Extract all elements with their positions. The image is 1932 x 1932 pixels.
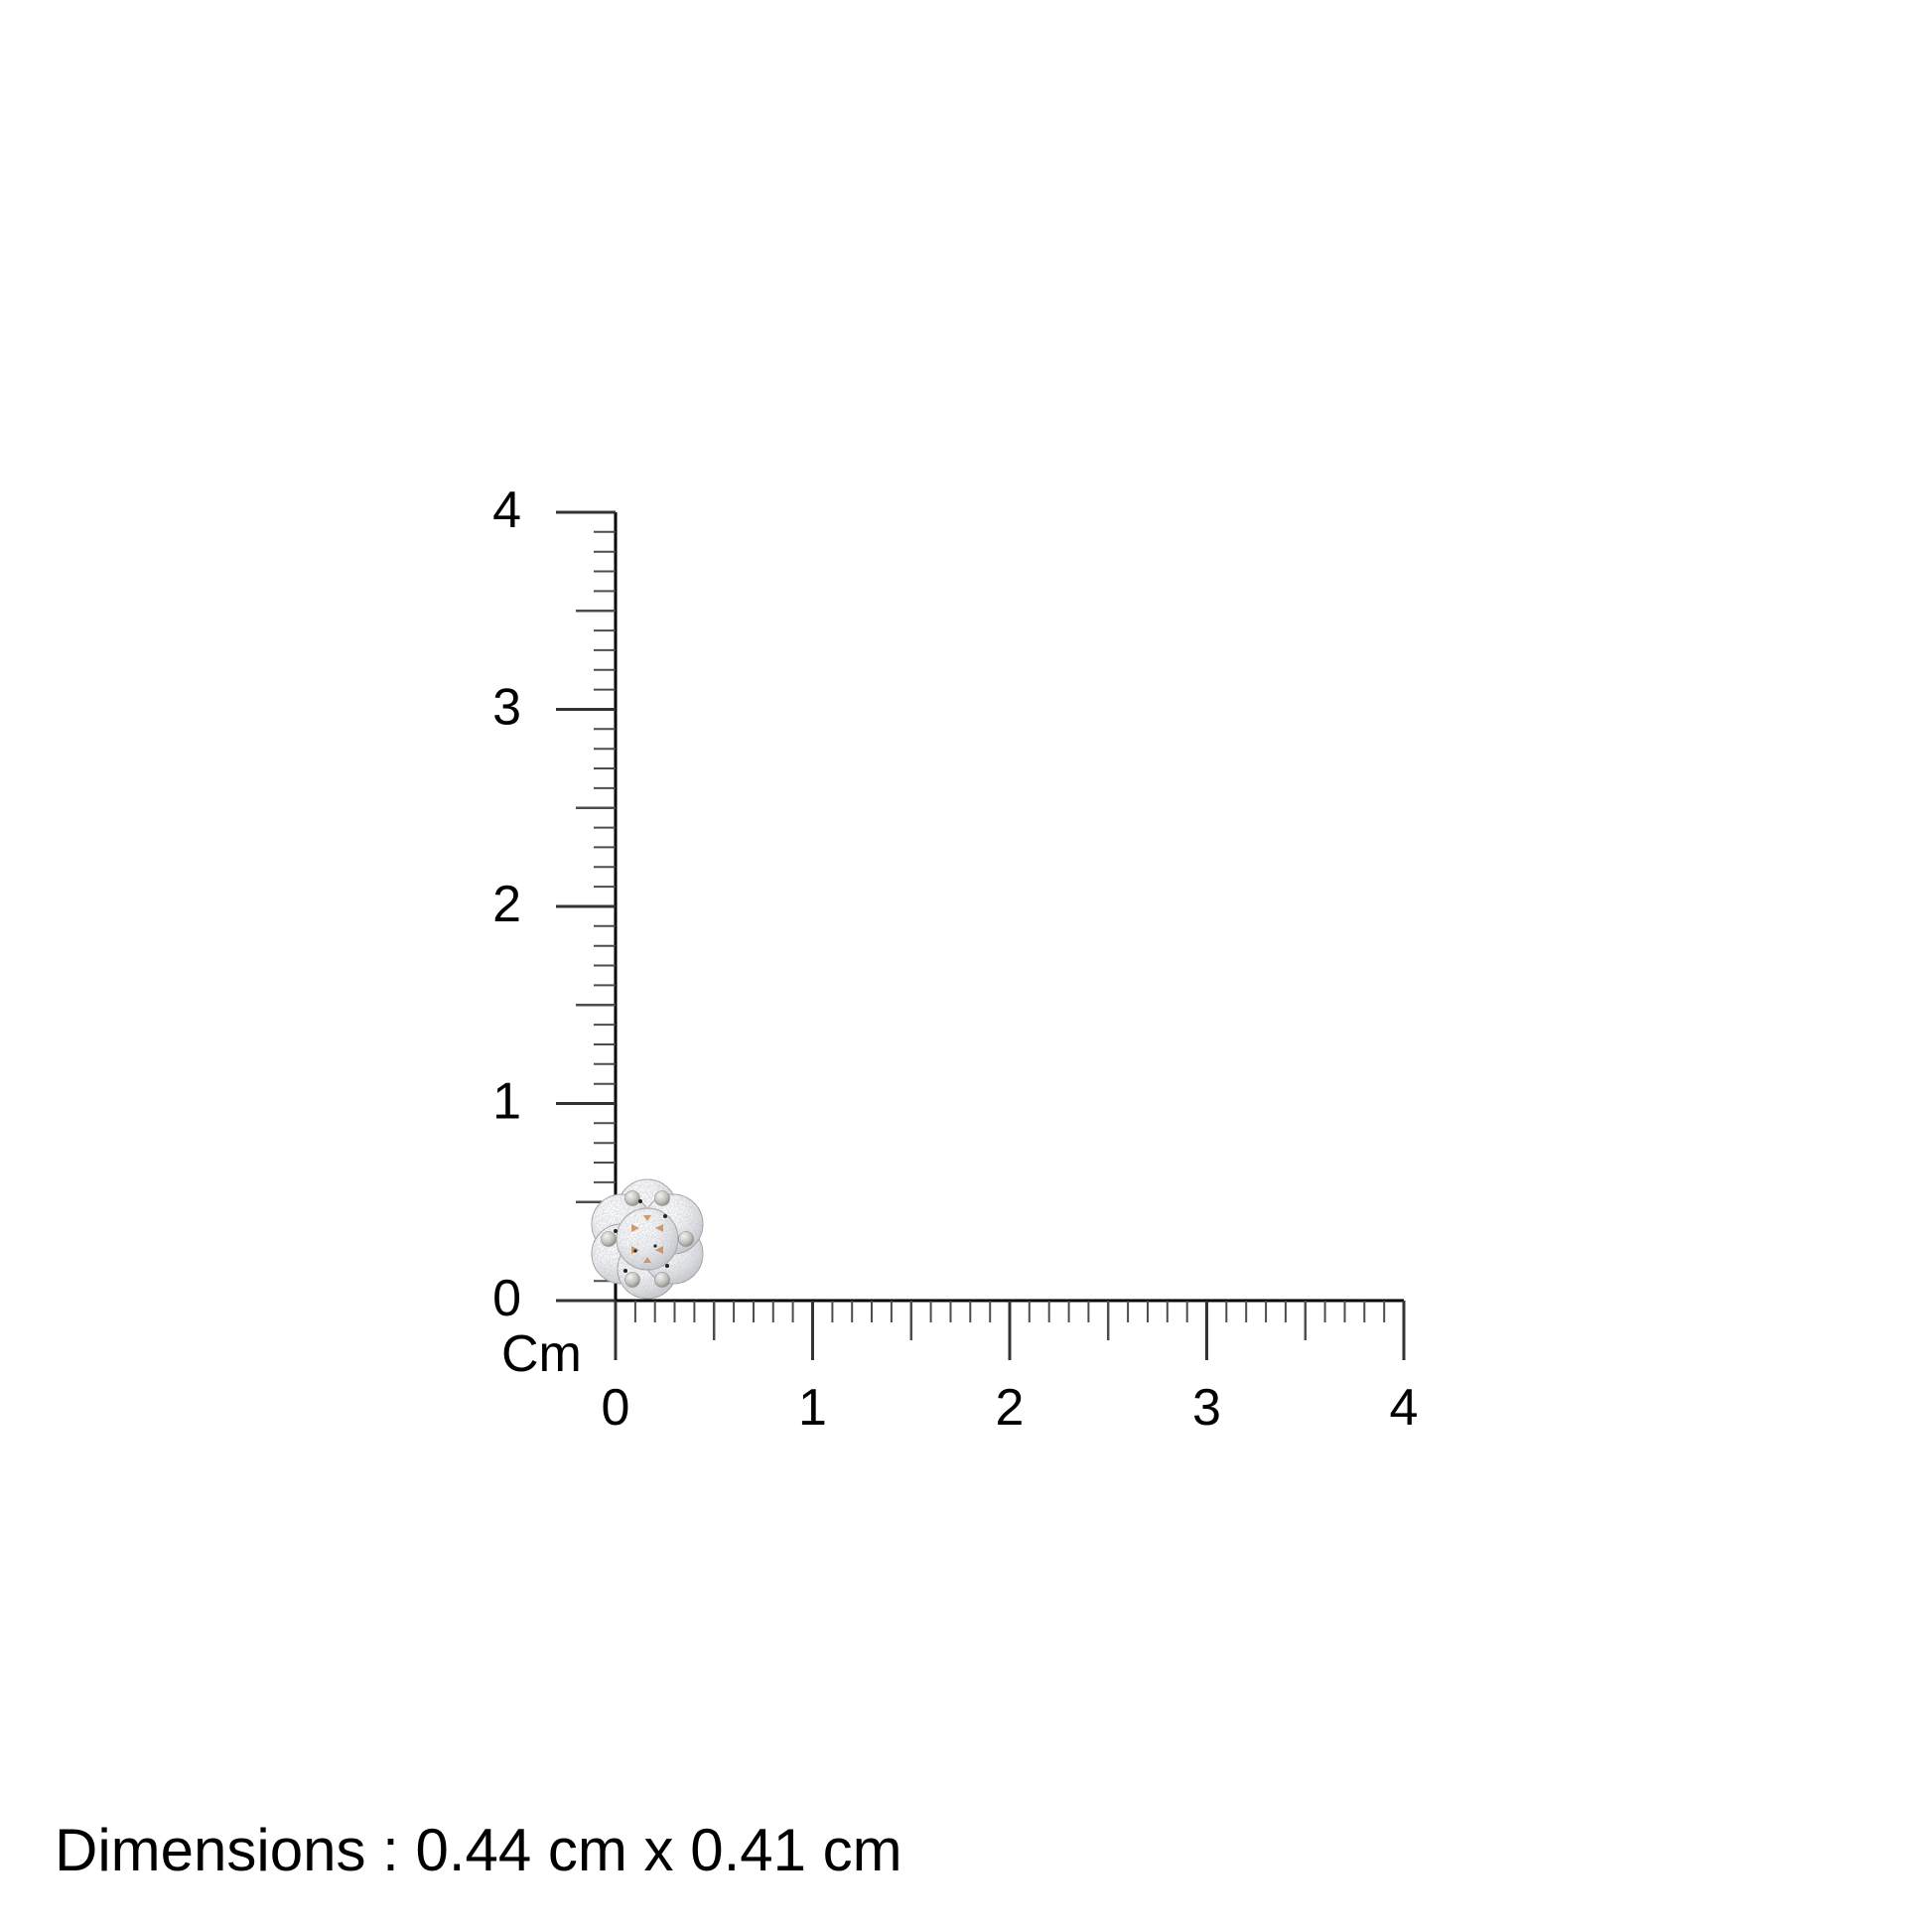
svg-text:0: 0 — [492, 1270, 521, 1327]
svg-text:2: 2 — [996, 1379, 1025, 1437]
svg-text:4: 4 — [1390, 1379, 1419, 1437]
svg-text:3: 3 — [492, 679, 521, 737]
svg-text:1: 1 — [798, 1379, 827, 1437]
svg-text:2: 2 — [492, 876, 521, 933]
svg-text:1: 1 — [492, 1073, 521, 1131]
svg-text:Cm: Cm — [501, 1325, 582, 1383]
svg-text:4: 4 — [492, 482, 521, 539]
svg-text:3: 3 — [1192, 1379, 1221, 1437]
svg-text:0: 0 — [602, 1379, 630, 1437]
svg-text:Dimensions : 0.44 cm x 0.41 cm: Dimensions : 0.44 cm x 0.41 cm — [55, 1817, 902, 1883]
